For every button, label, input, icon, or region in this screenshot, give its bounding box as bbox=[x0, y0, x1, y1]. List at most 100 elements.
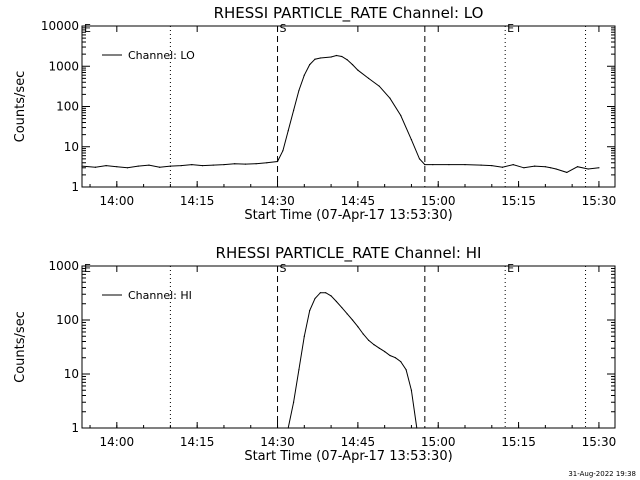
data-point bbox=[201, 165, 204, 167]
chart-title: RHESSI PARTICLE_RATE Channel: LO bbox=[214, 4, 484, 23]
x-tick-label: 15:15 bbox=[501, 435, 536, 449]
data-point bbox=[400, 360, 402, 363]
data-point bbox=[576, 166, 579, 168]
data-point bbox=[234, 163, 236, 165]
y-tick-label: 1000 bbox=[48, 59, 79, 73]
data-point bbox=[550, 167, 552, 169]
y-tick-label: 1000 bbox=[48, 259, 79, 273]
data-point bbox=[298, 89, 300, 92]
data-point bbox=[367, 77, 370, 79]
chart-title: RHESSI PARTICLE_RATE Channel: HI bbox=[216, 244, 482, 263]
time-marker-label: E bbox=[507, 262, 514, 275]
data-point bbox=[378, 347, 380, 349]
x-axis-label: Start Time (07-Apr-17 13:53:30) bbox=[244, 449, 452, 464]
legend-entry: Channel: LO bbox=[128, 49, 195, 62]
time-marker-label: E bbox=[84, 262, 91, 275]
x-tick-label: 14:00 bbox=[100, 435, 135, 449]
data-point bbox=[400, 114, 402, 117]
x-tick-label: 14:15 bbox=[180, 435, 215, 449]
data-point bbox=[81, 165, 83, 167]
y-tick-label: 10000 bbox=[41, 19, 79, 33]
data-point bbox=[373, 344, 375, 346]
data-point bbox=[432, 164, 434, 166]
data-point bbox=[287, 427, 289, 429]
x-tick-label: 14:00 bbox=[100, 194, 135, 208]
data-point bbox=[367, 339, 370, 341]
x-tick-label: 14:30 bbox=[260, 194, 295, 208]
data-point bbox=[309, 309, 311, 312]
data-point bbox=[244, 163, 246, 165]
data-point bbox=[341, 55, 343, 58]
data-point bbox=[148, 164, 150, 166]
data-point bbox=[448, 164, 450, 166]
y-axis-label: Counts/sec bbox=[13, 71, 28, 143]
data-point bbox=[94, 166, 96, 168]
data-point bbox=[325, 292, 327, 294]
data-point bbox=[544, 166, 546, 168]
x-tick-label: 15:15 bbox=[501, 194, 536, 208]
data-point bbox=[418, 158, 421, 160]
x-tick-label: 15:30 bbox=[582, 435, 617, 449]
x-axis-label: Start Time (07-Apr-17 13:53:30) bbox=[244, 208, 452, 223]
y-tick-label: 10 bbox=[64, 140, 79, 154]
data-point bbox=[351, 319, 354, 321]
data-point bbox=[357, 326, 359, 328]
data-point bbox=[566, 171, 568, 174]
data-point bbox=[282, 150, 284, 152]
data-point bbox=[309, 63, 311, 66]
data-point bbox=[534, 165, 536, 167]
data-point bbox=[335, 54, 338, 57]
data-point bbox=[314, 297, 316, 300]
data-point bbox=[346, 59, 348, 61]
data-point bbox=[405, 369, 407, 371]
data-point bbox=[389, 354, 391, 357]
data-point bbox=[335, 300, 338, 303]
data-point bbox=[480, 164, 482, 166]
data-point bbox=[523, 167, 525, 169]
x-tick-label: 14:30 bbox=[260, 435, 295, 449]
data-point bbox=[384, 350, 386, 353]
legend-entry: Channel: HI bbox=[128, 289, 192, 302]
data-point bbox=[587, 168, 589, 170]
data-point bbox=[512, 164, 514, 166]
data-point bbox=[394, 357, 396, 359]
data-point bbox=[555, 168, 557, 170]
data-point bbox=[410, 139, 413, 141]
data-point bbox=[378, 85, 380, 87]
data-point bbox=[105, 165, 107, 167]
data-point bbox=[319, 292, 321, 294]
y-tick-label: 1 bbox=[71, 421, 79, 435]
data-point bbox=[287, 130, 289, 132]
data-point bbox=[424, 164, 426, 166]
data-point bbox=[137, 165, 139, 167]
data-point bbox=[501, 166, 504, 168]
x-tick-label: 14:15 bbox=[180, 194, 215, 208]
x-tick-label: 15:00 bbox=[421, 194, 456, 208]
data-point bbox=[330, 56, 332, 58]
data-series-line bbox=[81, 54, 599, 173]
data-point bbox=[314, 58, 316, 60]
data-point bbox=[330, 295, 332, 297]
data-point bbox=[266, 162, 268, 164]
data-point bbox=[169, 165, 171, 167]
data-point bbox=[116, 166, 118, 168]
time-marker-label: S bbox=[280, 262, 287, 275]
x-tick-label: 15:00 bbox=[421, 435, 456, 449]
y-tick-label: 10 bbox=[64, 367, 79, 381]
data-point bbox=[212, 164, 214, 166]
data-point bbox=[362, 333, 364, 335]
data-point bbox=[464, 164, 466, 166]
data-point bbox=[255, 163, 257, 165]
data-point bbox=[303, 335, 305, 337]
data-point bbox=[159, 166, 161, 168]
footer-timestamp: 31-Aug-2022 19:38 bbox=[568, 470, 636, 478]
data-point bbox=[357, 69, 359, 71]
x-tick-label: 15:30 bbox=[582, 194, 617, 208]
y-tick-label: 1 bbox=[71, 180, 79, 194]
data-point bbox=[319, 57, 321, 59]
data-point bbox=[341, 306, 343, 309]
time-marker-label: E bbox=[84, 22, 91, 35]
data-point bbox=[389, 97, 391, 99]
data-point bbox=[298, 369, 300, 371]
